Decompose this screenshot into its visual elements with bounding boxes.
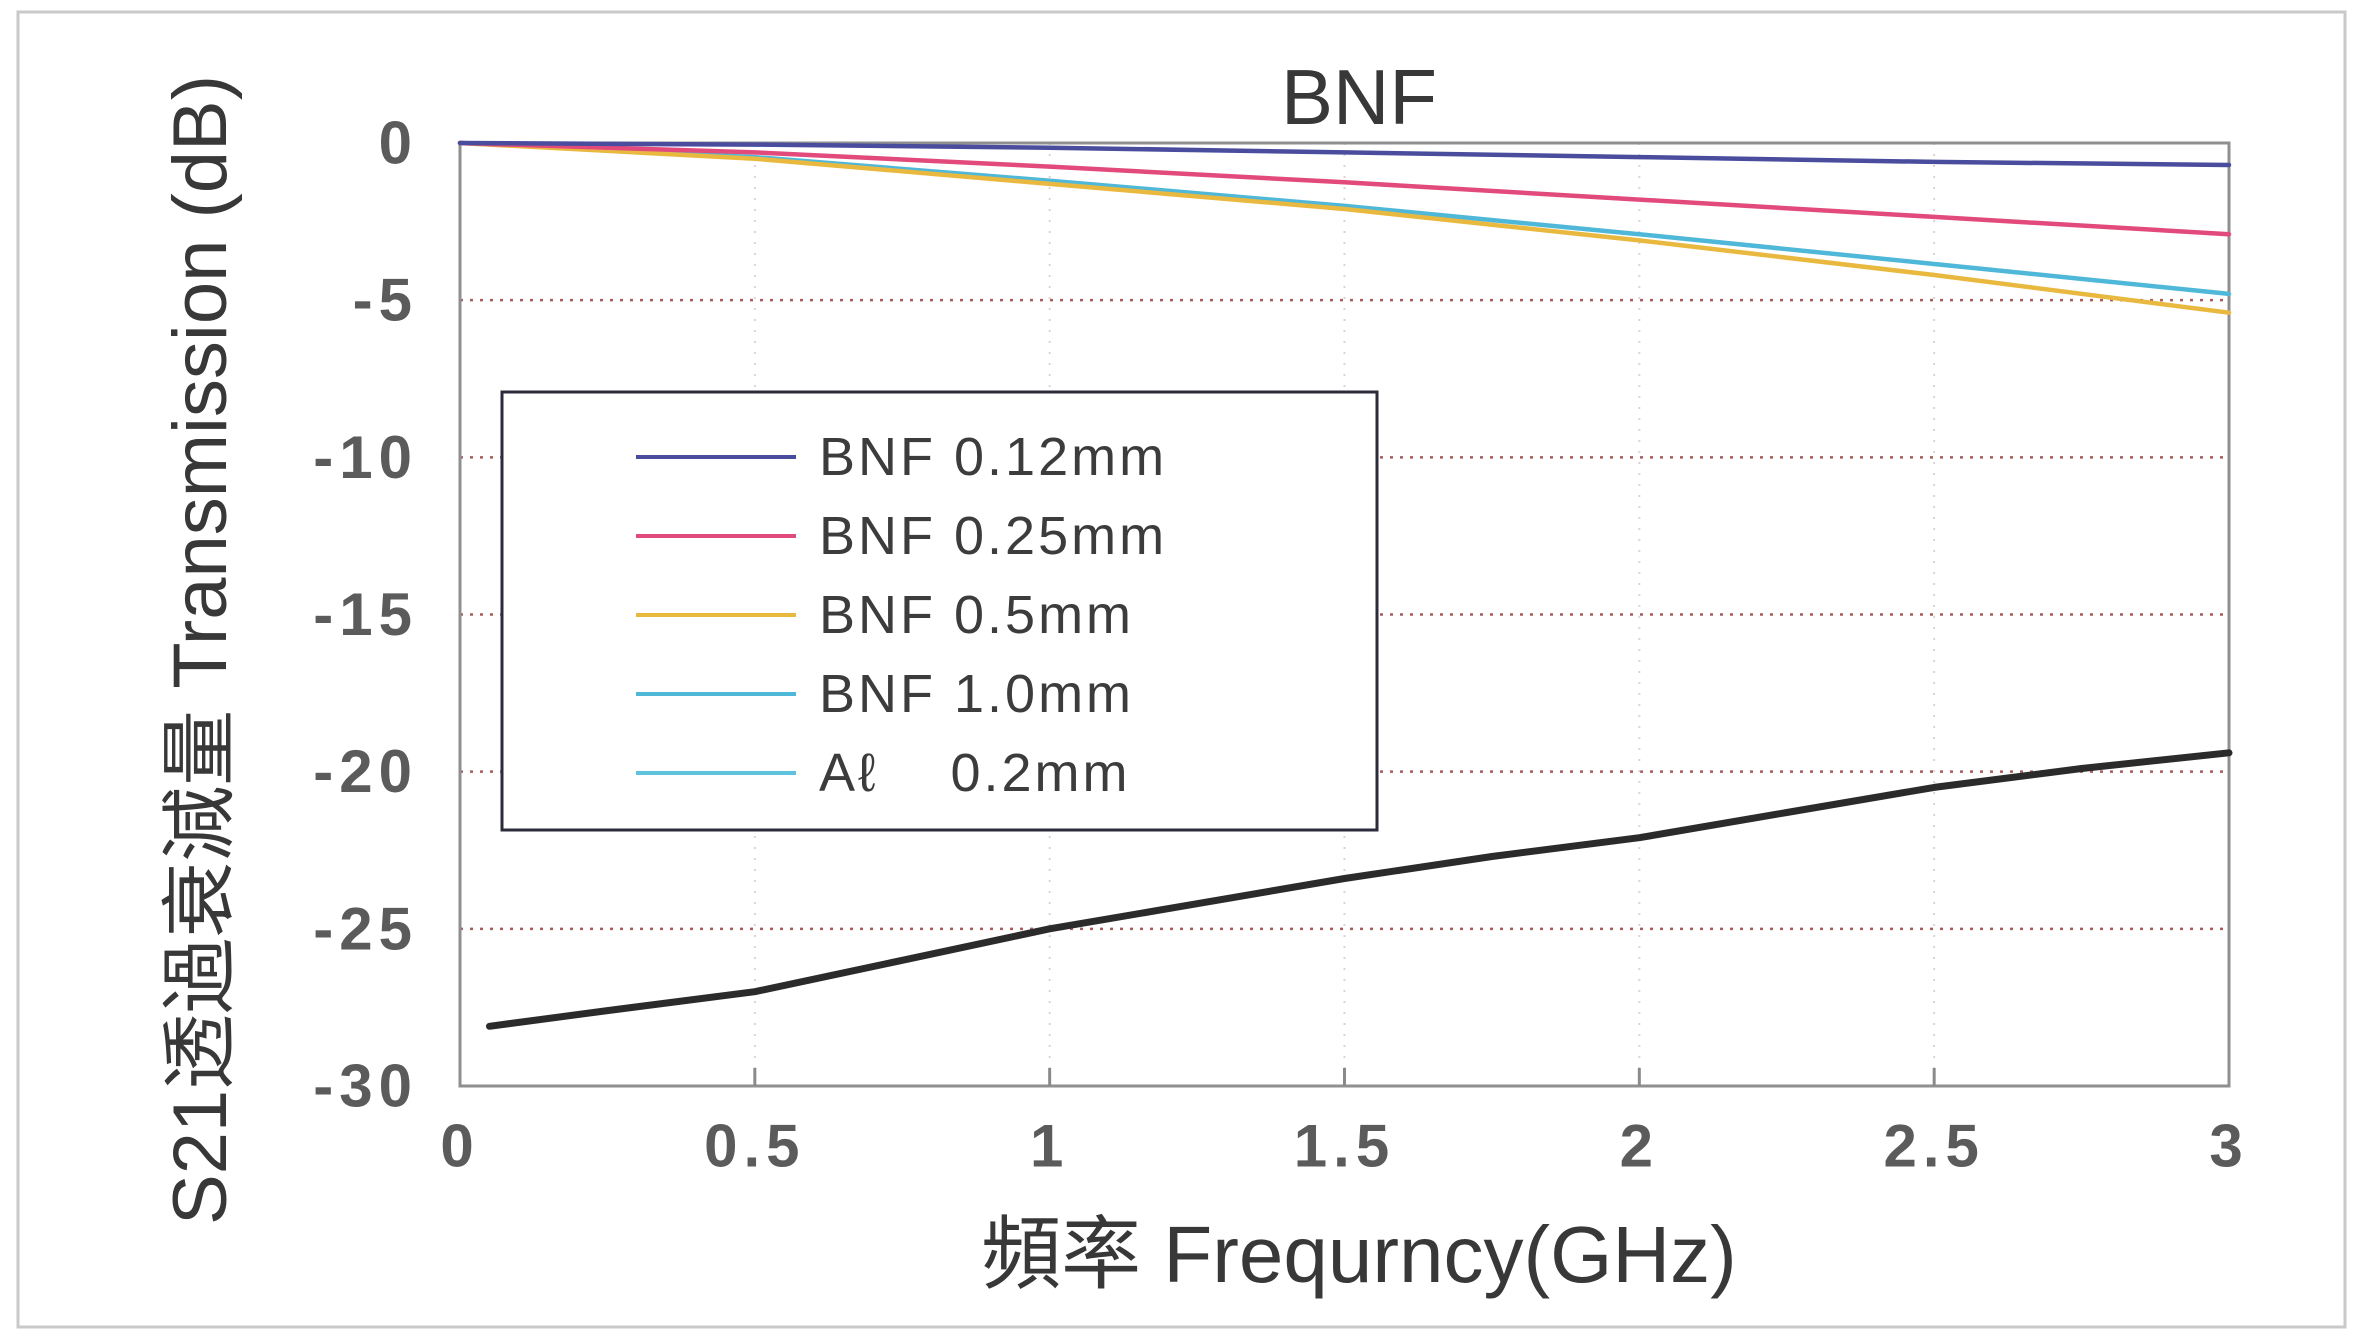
series-lines	[457, 140, 2233, 1030]
legend-label: BNF 0.12mm	[819, 427, 1167, 487]
legend-label: BNF 0.5mm	[819, 585, 1134, 645]
x-axis-label: 頻率 Frequrncy(GHz)	[981, 1210, 1737, 1299]
x-tick-label: 0.5	[704, 1113, 805, 1180]
legend-entry-bnf-1-0mm: BNF 1.0mm	[636, 664, 1134, 724]
x-tick-label: 3	[2209, 1113, 2248, 1180]
series-line-bnf-0-25mm	[457, 140, 2232, 237]
y-tick-label: -5	[353, 267, 418, 334]
y-axis-label: S21透過衰減量 Transmission (dB)	[158, 75, 243, 1225]
y-tick-label: 0	[379, 110, 418, 177]
x-tick-label: 1	[1030, 1113, 1069, 1180]
x-tick-label: 2	[1620, 1113, 1659, 1180]
legend: BNF 0.12mm BNF 0.25mm BNF 0.5mm BNF 1.0mm Aℓ…	[500, 390, 1379, 832]
y-tick-label: -30	[313, 1053, 418, 1120]
legend-box	[500, 390, 1379, 832]
x-tick-label: 0	[440, 1113, 479, 1180]
y-tick-label: -20	[313, 738, 418, 805]
y-tick-label: -25	[313, 895, 418, 962]
y-tick-label: -10	[313, 424, 418, 491]
legend-entry-bnf-0-12mm: BNF 0.12mm	[636, 427, 1167, 487]
series-line-bnf-0-5mm	[457, 140, 2232, 315]
x-axis-ticks: 0 0.5 1 1.5 2 2.5 3	[440, 1068, 2248, 1180]
y-tick-label: -15	[313, 581, 418, 648]
y-axis-ticks: 0 -5 -10 -15 -20 -25 -30	[313, 110, 418, 1120]
x-tick-label: 2.5	[1883, 1113, 1984, 1180]
series-line-bnf-0-12mm	[457, 140, 2232, 168]
chart-title: BNF	[1281, 53, 1437, 141]
series-line-a-0-2mm	[486, 749, 2233, 1030]
legend-label: Aℓ 0.2mm	[819, 743, 1131, 803]
legend-entries: BNF 0.12mm BNF 0.25mm BNF 0.5mm BNF 1.0mm Aℓ…	[636, 427, 1167, 803]
legend-label: BNF 1.0mm	[819, 664, 1134, 724]
legend-entry-bnf-0-25mm: BNF 0.25mm	[636, 506, 1167, 566]
x-tick-label: 1.5	[1294, 1113, 1395, 1180]
legend-entry-bnf-0-5mm: BNF 0.5mm	[636, 585, 1134, 645]
legend-entry-a-0-2mm: Aℓ 0.2mm	[636, 743, 1131, 803]
legend-label: BNF 0.25mm	[819, 506, 1167, 566]
